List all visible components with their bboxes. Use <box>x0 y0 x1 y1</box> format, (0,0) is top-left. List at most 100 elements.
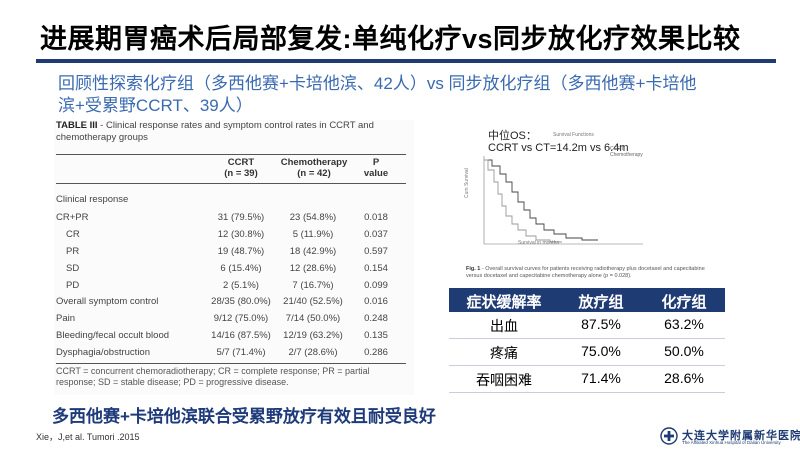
symptom-relief-table: 症状缓解率 放疗组 化疗组 出血 87.5% 63.2% 疼痛 75.0% 50… <box>449 288 725 393</box>
p-value: 0.037 <box>364 229 388 240</box>
radiotherapy-rate: 71.4% <box>581 370 621 386</box>
header-rule <box>36 59 776 63</box>
p-value: 0.135 <box>364 330 388 341</box>
ccrt-value: 14/16 (87.5%) <box>211 330 271 341</box>
table-row: 吞咽困难 71.4% 28.6% <box>449 366 725 393</box>
table-row: SD 6 (15.4%) 12 (28.6%) 0.154 <box>56 263 406 279</box>
hospital-logo: 大连大学附属新华医院 The Affiliated Xinhua Hospita… <box>660 426 800 448</box>
table-row: Overall symptom control 28/35 (80.0%) 21… <box>56 296 406 312</box>
chemo-value: 5 (11.9%) <box>292 229 334 240</box>
row-label: Pain <box>56 313 76 324</box>
hospital-emblem-icon <box>660 427 678 445</box>
column-header-ccrt: CCRT (n = 39) <box>206 157 276 179</box>
column-header-ccrt-n: (n = 39) <box>224 168 258 179</box>
symptom-name: 出血 <box>490 318 518 334</box>
chemo-value: 18 (42.9%) <box>289 246 337 257</box>
table-row: Clinical response <box>56 194 406 210</box>
column-header-chemotherapy-n: (n = 42) <box>297 168 331 179</box>
table-row: CR 12 (30.8%) 5 (11.9%) 0.037 <box>56 229 406 245</box>
table-row: PD 2 (5.1%) 7 (16.7%) 0.099 <box>56 280 406 296</box>
ccrt-value: 2 (5.1%) <box>223 280 259 291</box>
table-row: Dysphagia/obstruction 5/7 (71.4%) 2/7 (2… <box>56 347 406 363</box>
p-value: 0.016 <box>364 296 388 307</box>
row-label: PR <box>66 246 80 257</box>
table-caption: TABLE III - Clinical response rates and … <box>56 120 408 144</box>
table-row: CR+PR 31 (79.5%) 23 (54.8%) 0.018 <box>56 212 406 228</box>
chemo-value: 7/14 (50.0%) <box>285 313 341 324</box>
chemotherapy-survival-curve <box>484 159 562 243</box>
table-row: 出血 87.5% 63.2% <box>449 312 725 339</box>
table-row: PR 19 (48.7%) 18 (42.9%) 0.597 <box>56 246 406 262</box>
chemo-value: 23 (54.8%) <box>289 212 337 223</box>
plot-title: Survival Functions <box>553 132 594 138</box>
chemo-value: 7 (16.7%) <box>292 280 334 291</box>
ccrt-survival-curve <box>484 159 598 241</box>
table-row: Pain 9/12 (75.0%) 7/14 (50.0%) 0.248 <box>56 313 406 329</box>
chemotherapy-rate: 50.0% <box>664 343 704 359</box>
hospital-name-english: The Affiliated Xinhua Hospital of Dalian… <box>682 440 781 445</box>
ccrt-value: 28/35 (80.0%) <box>211 296 271 307</box>
symptom-table-header: 症状缓解率 放疗组 化疗组 <box>449 288 725 312</box>
figure-caption-label: Fig. 1 <box>466 266 481 272</box>
column-header-chemotherapy-name: Chemotherapy <box>280 157 348 168</box>
header-chemotherapy-group: 化疗组 <box>661 294 707 311</box>
slide-subtitle: 回顾性探索化疗组（多西他赛+卡培他滨、42人）vs 同步放化疗组（多西他赛+卡培… <box>58 74 697 115</box>
ccrt-value: 5/7 (71.4%) <box>216 347 266 358</box>
table-footnote: CCRT = concurrent chemoradiotherapy; CR … <box>56 366 370 387</box>
figure-caption-text: - Overall survival curves for patients r… <box>466 266 705 279</box>
survival-figure: 中位OS： CCRT vs CT=14.2m vs 6.4m Survival … <box>458 128 748 286</box>
chemotherapy-rate: 63.2% <box>664 316 704 332</box>
column-header-ccrt-name: CCRT <box>227 157 255 168</box>
symptom-name: 吞咽困难 <box>476 372 532 388</box>
chemo-value: 21/40 (52.5%) <box>283 296 343 307</box>
table-caption-label: TABLE III <box>56 120 98 131</box>
column-header-p-value: P value <box>356 157 396 179</box>
p-value: 0.248 <box>364 313 388 324</box>
table-caption-text: - Clinical response rates and symptom co… <box>56 120 374 143</box>
hospital-name: 大连大学附属新华医院 <box>682 430 800 442</box>
radiotherapy-rate: 87.5% <box>581 316 621 332</box>
table-row: 疼痛 75.0% 50.0% <box>449 339 725 366</box>
row-label: Overall symptom control <box>56 296 159 307</box>
column-header-p: P <box>372 157 380 168</box>
table-top-rule <box>56 154 406 155</box>
row-label: Clinical response <box>56 194 129 205</box>
figure-caption: Fig. 1 - Overall survival curves for pat… <box>466 266 716 279</box>
citation: Xie，J,et al. Tumori .2015 <box>36 432 140 442</box>
row-label: Bleeding/fecal occult blood <box>56 330 170 341</box>
conclusion-text: 多西他赛+卡培他滨联合受累野放疗有效且耐受良好 <box>52 407 436 426</box>
table-header-rule <box>56 183 406 184</box>
x-axis-label: Survival in months <box>518 240 559 246</box>
p-value: 0.154 <box>364 263 388 274</box>
row-label: PD <box>66 280 80 291</box>
chemo-value: 12/19 (63.2%) <box>283 330 343 341</box>
legend-ccrt: CCRT <box>610 146 624 152</box>
row-label: Dysphagia/obstruction <box>56 347 150 358</box>
ccrt-value: 6 (15.4%) <box>220 263 262 274</box>
symptom-table-body: 出血 87.5% 63.2% 疼痛 75.0% 50.0% 吞咽困难 71.4%… <box>449 312 725 393</box>
legend-chemotherapy: Chemotherapy <box>610 152 643 158</box>
table-bottom-rule <box>56 363 406 364</box>
ccrt-value: 19 (48.7%) <box>217 246 265 257</box>
chemo-value: 2/7 (28.6%) <box>288 347 338 358</box>
header-radiotherapy-group: 放疗组 <box>578 294 624 311</box>
chemotherapy-rate: 28.6% <box>664 370 704 386</box>
y-axis-label: Cum Survival <box>464 168 470 198</box>
column-header-value: value <box>363 168 389 179</box>
chemo-value: 12 (28.6%) <box>289 263 337 274</box>
p-value: 0.597 <box>364 246 388 257</box>
ccrt-value: 12 (30.8%) <box>217 229 265 240</box>
median-os-value: CCRT vs CT=14.2m vs 6.4m <box>488 142 629 154</box>
symptom-name: 疼痛 <box>490 345 518 361</box>
ccrt-value: 9/12 (75.0%) <box>213 313 269 324</box>
p-value: 0.099 <box>364 280 388 291</box>
table-row: Bleeding/fecal occult blood 14/16 (87.5%… <box>56 330 406 346</box>
survival-plot <box>483 156 643 245</box>
row-label: CR+PR <box>56 212 89 223</box>
p-value: 0.018 <box>364 212 388 223</box>
median-os-label: 中位OS： <box>488 130 537 142</box>
column-header-chemotherapy: Chemotherapy (n = 42) <box>276 157 352 179</box>
p-value: 0.286 <box>364 347 388 358</box>
row-label: SD <box>66 263 80 274</box>
table-iii-panel: TABLE III - Clinical response rates and … <box>54 120 414 395</box>
